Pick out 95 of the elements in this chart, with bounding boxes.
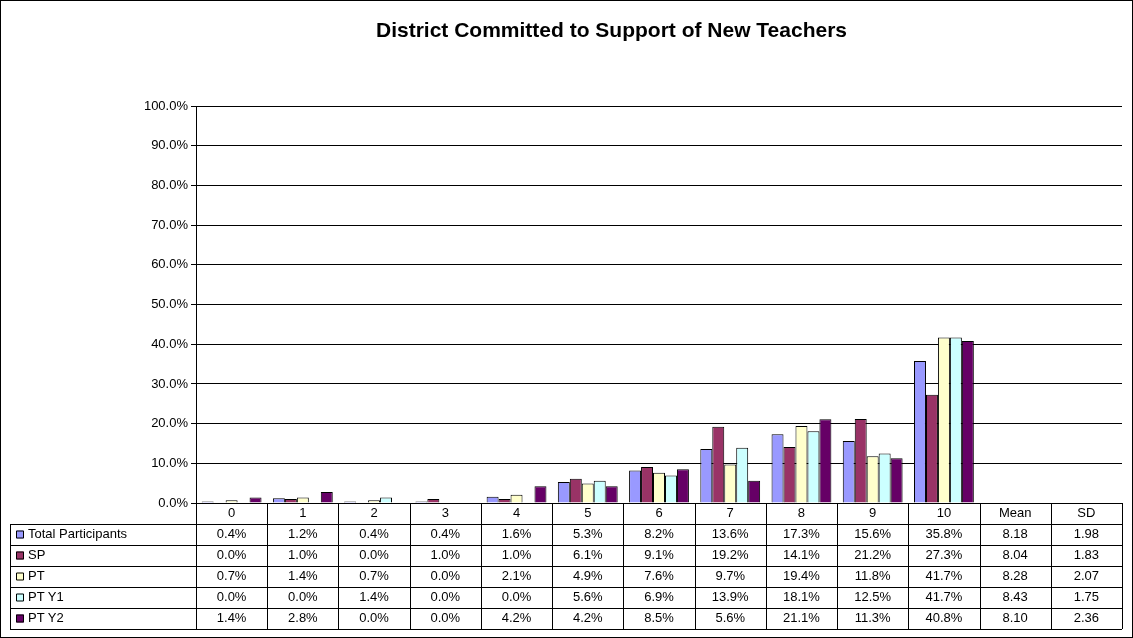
- data-label: 8.5%: [644, 610, 675, 626]
- x-tick-label: 6: [655, 505, 663, 521]
- data-label: 9.7%: [715, 568, 746, 584]
- data-label: 4.2%: [572, 610, 604, 626]
- x-tick-label: 1: [299, 505, 307, 521]
- legend-label: Total Participants: [28, 526, 128, 542]
- data-label: 0.7%: [359, 568, 390, 584]
- x-tick-label: 5: [584, 505, 592, 521]
- data-label: 0.4%: [216, 526, 247, 542]
- data-label: 0.0%: [430, 589, 461, 605]
- text: 2.36: [1073, 610, 1100, 626]
- data-label: 15.6%: [854, 526, 892, 542]
- data-label: 6.9%: [644, 589, 675, 605]
- data-label: 41.7%: [925, 589, 963, 605]
- data-label: 9.1%: [644, 547, 675, 563]
- y-tick-label: 70.0%: [151, 216, 189, 232]
- data-label: 19.4%: [783, 568, 821, 584]
- x-tick-label: 4: [512, 505, 521, 521]
- text: 8.10: [1002, 610, 1028, 626]
- text: 1.75: [1073, 589, 1100, 605]
- x-tick-label: 0: [228, 505, 236, 521]
- data-label: 5.6%: [715, 610, 746, 626]
- data-label: 14.1%: [783, 547, 821, 563]
- legend-label: PT Y1: [28, 589, 64, 605]
- data-label: 8.2%: [644, 526, 675, 542]
- data-label: 0.0%: [430, 610, 461, 626]
- data-label: 1.0%: [430, 547, 461, 563]
- legend-label: PT Y2: [28, 610, 64, 626]
- data-label: 18.1%: [783, 589, 821, 605]
- y-tick-label: 10.0%: [151, 454, 189, 470]
- data-label: 21.2%: [854, 547, 892, 563]
- data-label: 13.6%: [711, 526, 750, 542]
- x-tick-label: 10: [936, 505, 952, 521]
- text: 8.04: [1002, 547, 1028, 563]
- y-tick-label: 30.0%: [151, 375, 189, 391]
- text: 1.98: [1073, 526, 1100, 542]
- data-label: 11.8%: [854, 568, 892, 584]
- data-label: 13.9%: [711, 589, 750, 605]
- data-label: 11.3%: [854, 610, 892, 626]
- data-label: 0.0%: [216, 589, 247, 605]
- data-label: 5.6%: [572, 589, 604, 605]
- x-tick-label: SD: [1077, 505, 1096, 521]
- data-label: 21.1%: [783, 610, 821, 626]
- data-label: 17.3%: [783, 526, 821, 542]
- data-label: 7.6%: [644, 568, 675, 584]
- legend-label: PT: [28, 568, 45, 584]
- data-label: 0.0%: [216, 547, 247, 563]
- data-label: 6.1%: [572, 547, 604, 563]
- data-label: 0.0%: [359, 547, 390, 563]
- text: 1.83: [1073, 547, 1100, 563]
- data-label: 41.7%: [925, 568, 963, 584]
- x-tick-label: 8: [797, 505, 806, 521]
- x-tick-label: 2: [370, 505, 378, 521]
- data-label: 0.4%: [359, 526, 390, 542]
- data-label: 1.0%: [501, 547, 532, 563]
- data-label: 1.2%: [288, 526, 319, 542]
- text: 2.07: [1073, 568, 1100, 584]
- y-tick-label: 80.0%: [151, 177, 189, 193]
- y-tick-label: 100.0%: [143, 97, 189, 113]
- data-label: 27.3%: [925, 547, 963, 563]
- chart-title: District Committed to Support of New Teachers: [376, 18, 847, 42]
- text: 8.43: [1002, 589, 1028, 605]
- y-tick-label: 0.0%: [158, 494, 189, 510]
- y-tick-label: 50.0%: [151, 296, 189, 312]
- y-tick-label: 40.0%: [151, 335, 189, 351]
- data-label: 2.8%: [288, 610, 319, 626]
- data-label: 0.7%: [216, 568, 247, 584]
- data-label: 35.8%: [925, 526, 963, 542]
- data-label: 4.2%: [501, 610, 532, 626]
- legend-label: SP: [28, 547, 46, 563]
- data-label: 40.8%: [925, 610, 963, 626]
- x-tick-label: 3: [441, 505, 449, 521]
- data-label: 1.0%: [288, 547, 319, 563]
- data-label: 1.4%: [359, 589, 390, 605]
- data-label: 4.9%: [572, 568, 604, 584]
- data-label: 19.2%: [711, 547, 750, 563]
- x-tick-label: 7: [726, 505, 734, 521]
- data-label: 0.0%: [501, 589, 532, 605]
- data-label: 1.6%: [501, 526, 532, 542]
- data-label: 1.4%: [288, 568, 319, 584]
- data-label: 2.1%: [501, 568, 532, 584]
- y-tick-label: 60.0%: [151, 256, 189, 272]
- data-label: 1.4%: [216, 610, 247, 626]
- x-tick-label: Mean: [998, 505, 1032, 521]
- data-label: 0.4%: [430, 526, 461, 542]
- text: 8.18: [1002, 526, 1028, 542]
- data-label: 0.0%: [430, 568, 461, 584]
- data-label: 0.0%: [288, 589, 319, 605]
- data-label: 0.0%: [359, 610, 390, 626]
- text: 8.28: [1002, 568, 1028, 584]
- x-tick-label: 9: [869, 505, 877, 521]
- y-tick-label: 20.0%: [151, 415, 189, 431]
- y-tick-label: 90.0%: [151, 137, 189, 153]
- data-label: 12.5%: [854, 589, 892, 605]
- data-label: 5.3%: [572, 526, 604, 542]
